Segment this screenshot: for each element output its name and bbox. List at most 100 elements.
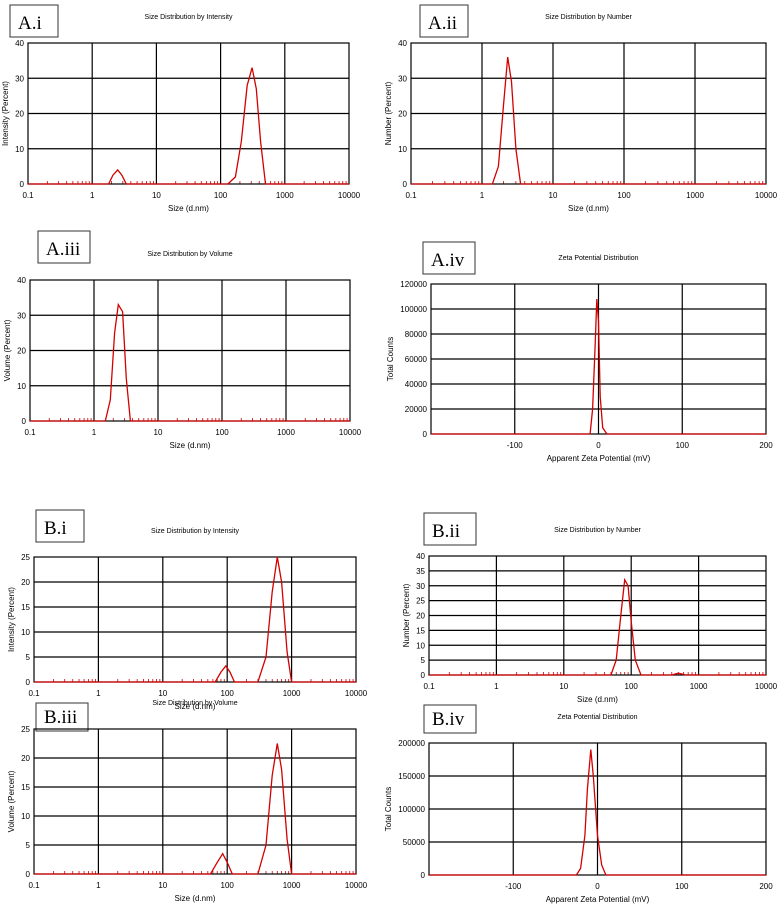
series-line-1 bbox=[431, 298, 766, 435]
x-tick-label: 200 bbox=[759, 441, 773, 450]
panel-label: B.i bbox=[44, 518, 67, 539]
x-axis-title: Size (d.nm) bbox=[175, 702, 216, 711]
x-tick-label: 10000 bbox=[755, 682, 778, 691]
y-tick-label: 10 bbox=[416, 641, 425, 650]
x-tick-label: 100 bbox=[625, 682, 639, 691]
x-tick-label: 1000 bbox=[277, 428, 295, 437]
x-tick-label: 1 bbox=[96, 689, 101, 698]
x-tick-label: 1 bbox=[90, 191, 95, 200]
chart-title: Zeta Potential Distribution bbox=[558, 255, 638, 262]
y-tick-label: 20000 bbox=[405, 405, 428, 414]
y-tick-label: 0 bbox=[423, 430, 428, 439]
x-tick-label: 10 bbox=[154, 428, 163, 437]
y-tick-label: 60000 bbox=[405, 355, 428, 364]
y-tick-label: 20 bbox=[17, 347, 26, 356]
y-tick-label: 30 bbox=[416, 582, 425, 591]
panel-label: B.iii bbox=[44, 707, 77, 728]
y-axis-title: Total Counts bbox=[384, 787, 393, 831]
chart-panel-5: B.i Size Distribution by Intensity 0.1 1 10 1… bbox=[7, 509, 368, 711]
y-axis-title: Number (Percent) bbox=[402, 583, 411, 647]
y-axis-title: Number (Percent) bbox=[384, 81, 393, 145]
panel-label-box bbox=[419, 4, 469, 38]
y-axis-title: Volume (Percent) bbox=[3, 319, 12, 381]
x-tick-label: 1 bbox=[480, 191, 485, 200]
x-tick-label: 10 bbox=[549, 191, 558, 200]
y-tick-label: 0 bbox=[26, 678, 31, 687]
x-tick-label: 0.1 bbox=[22, 191, 34, 200]
y-tick-label: 10 bbox=[17, 382, 26, 391]
series-line-1 bbox=[429, 577, 766, 676]
x-tick-label: 0.1 bbox=[28, 881, 40, 890]
x-tick-label: 0.1 bbox=[405, 191, 417, 200]
chart-title: Size Distribution by Number bbox=[545, 14, 632, 21]
y-tick-label: 10 bbox=[15, 145, 24, 154]
x-tick-label: 0 bbox=[596, 441, 601, 450]
chart-panel-3: A.iii Size Distribution by Volume 0.1 1 10 10… bbox=[3, 230, 362, 450]
panel-label: A.iv bbox=[431, 250, 465, 271]
x-axis-title: Apparent Zeta Potential (mV) bbox=[547, 454, 651, 463]
x-tick-label: 100 bbox=[214, 191, 228, 200]
y-tick-label: 10 bbox=[21, 812, 30, 821]
x-tick-label: 10 bbox=[559, 682, 568, 691]
x-tick-label: 1 bbox=[96, 881, 101, 890]
y-tick-label: 80000 bbox=[405, 330, 428, 339]
chart-title: Size Distribution by Number bbox=[554, 527, 641, 534]
x-tick-label: 100 bbox=[617, 191, 631, 200]
x-tick-label: 10000 bbox=[338, 191, 361, 200]
x-tick-label: 100 bbox=[221, 881, 235, 890]
x-tick-label: 1000 bbox=[690, 682, 708, 691]
x-tick-label: 10 bbox=[158, 881, 167, 890]
y-tick-label: 20 bbox=[21, 578, 30, 587]
y-tick-label: 40 bbox=[416, 552, 425, 561]
y-tick-label: 200000 bbox=[398, 739, 425, 748]
x-tick-label: 1000 bbox=[276, 191, 294, 200]
panel-label: A.i bbox=[18, 13, 42, 34]
y-tick-label: 100000 bbox=[400, 305, 427, 314]
y-tick-label: 0 bbox=[421, 671, 426, 680]
y-tick-label: 30 bbox=[398, 74, 407, 83]
y-tick-label: 20 bbox=[21, 754, 30, 763]
y-tick-label: 20 bbox=[416, 612, 425, 621]
x-tick-label: 0.1 bbox=[28, 689, 40, 698]
y-tick-label: 0 bbox=[403, 180, 408, 189]
x-tick-label: 1000 bbox=[686, 191, 704, 200]
x-tick-label: -100 bbox=[505, 882, 522, 891]
chart-title: Size Distribution by Intensity bbox=[145, 14, 233, 21]
y-tick-label: 0 bbox=[421, 871, 426, 880]
y-tick-label: 10 bbox=[398, 145, 407, 154]
panel-label-box bbox=[422, 241, 476, 275]
y-tick-label: 0 bbox=[20, 180, 25, 189]
chart-panel-4: A.iv Zeta Potential Distribution -100 0 100 2… bbox=[386, 241, 773, 463]
y-tick-label: 150000 bbox=[398, 772, 425, 781]
x-tick-label: 10000 bbox=[345, 689, 368, 698]
plot-frame bbox=[33, 728, 357, 875]
y-tick-label: 0 bbox=[26, 870, 31, 879]
chart-title: Size Distribution by Intensity bbox=[151, 528, 239, 535]
y-tick-label: 25 bbox=[416, 597, 425, 606]
x-tick-label: 1 bbox=[494, 682, 499, 691]
y-axis-title: Intensity (Percent) bbox=[7, 587, 16, 652]
y-tick-label: 25 bbox=[21, 725, 30, 734]
y-axis-title: Volume (Percent) bbox=[7, 770, 16, 832]
x-tick-label: 10 bbox=[152, 191, 161, 200]
x-tick-label: 0.1 bbox=[423, 682, 435, 691]
x-tick-label: 0.1 bbox=[24, 428, 36, 437]
x-axis-title: Size (d.nm) bbox=[577, 695, 618, 704]
y-tick-label: 40000 bbox=[405, 380, 428, 389]
x-tick-label: 100 bbox=[675, 882, 689, 891]
series-line-1 bbox=[34, 556, 356, 683]
series-line-1 bbox=[429, 749, 766, 876]
y-tick-label: 40 bbox=[17, 276, 26, 285]
panel-label: A.iii bbox=[46, 239, 80, 260]
y-tick-label: 50000 bbox=[403, 838, 426, 847]
y-tick-label: 20 bbox=[15, 110, 24, 119]
y-tick-label: 25 bbox=[21, 553, 30, 562]
x-tick-label: 1 bbox=[92, 428, 97, 437]
x-axis-title: Size (d.nm) bbox=[170, 441, 211, 450]
panel-label: B.ii bbox=[432, 521, 460, 542]
y-tick-label: 35 bbox=[416, 567, 425, 576]
x-axis-title: Apparent Zeta Potential (mV) bbox=[546, 895, 650, 904]
x-axis-title: Size (d.nm) bbox=[568, 204, 609, 213]
